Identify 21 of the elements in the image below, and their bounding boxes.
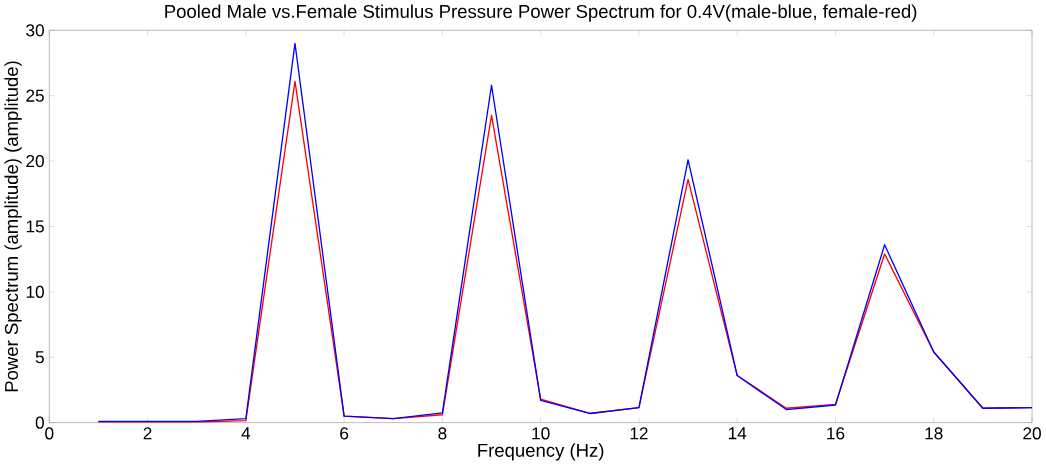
y-axis-title: Power Spectrum (amplitude) (amplitude) (4, 61, 22, 392)
y-tick-label: 10 (26, 285, 44, 298)
x-tick-label: 0 (45, 427, 54, 440)
y-tick-label: 25 (26, 89, 44, 102)
x-tick-label: 14 (728, 427, 747, 440)
y-tick-label: 0 (35, 416, 44, 429)
x-tick-label: 8 (438, 427, 447, 440)
x-tick-label: 18 (925, 427, 943, 440)
x-tick-label: 2 (143, 427, 152, 440)
x-tick-label: 4 (241, 427, 251, 440)
x-tick-label: 20 (1023, 427, 1041, 440)
x-tick-label: 6 (340, 427, 349, 440)
x-tick-label: 16 (827, 427, 845, 440)
y-tick-label: 20 (26, 155, 44, 168)
chart-title: Pooled Male vs.Female Stimulus Pressure Power Spectrum for 0.4V(male-blue, female-red) (165, 4, 917, 22)
x-tick-label: 12 (630, 427, 648, 440)
x-tick-label: 10 (532, 427, 550, 440)
y-tick-label: 30 (26, 24, 44, 37)
y-tick-label: 5 (35, 351, 44, 364)
y-tick-label: 15 (26, 220, 44, 233)
x-axis-title: Frequency (Hz) (478, 443, 604, 461)
